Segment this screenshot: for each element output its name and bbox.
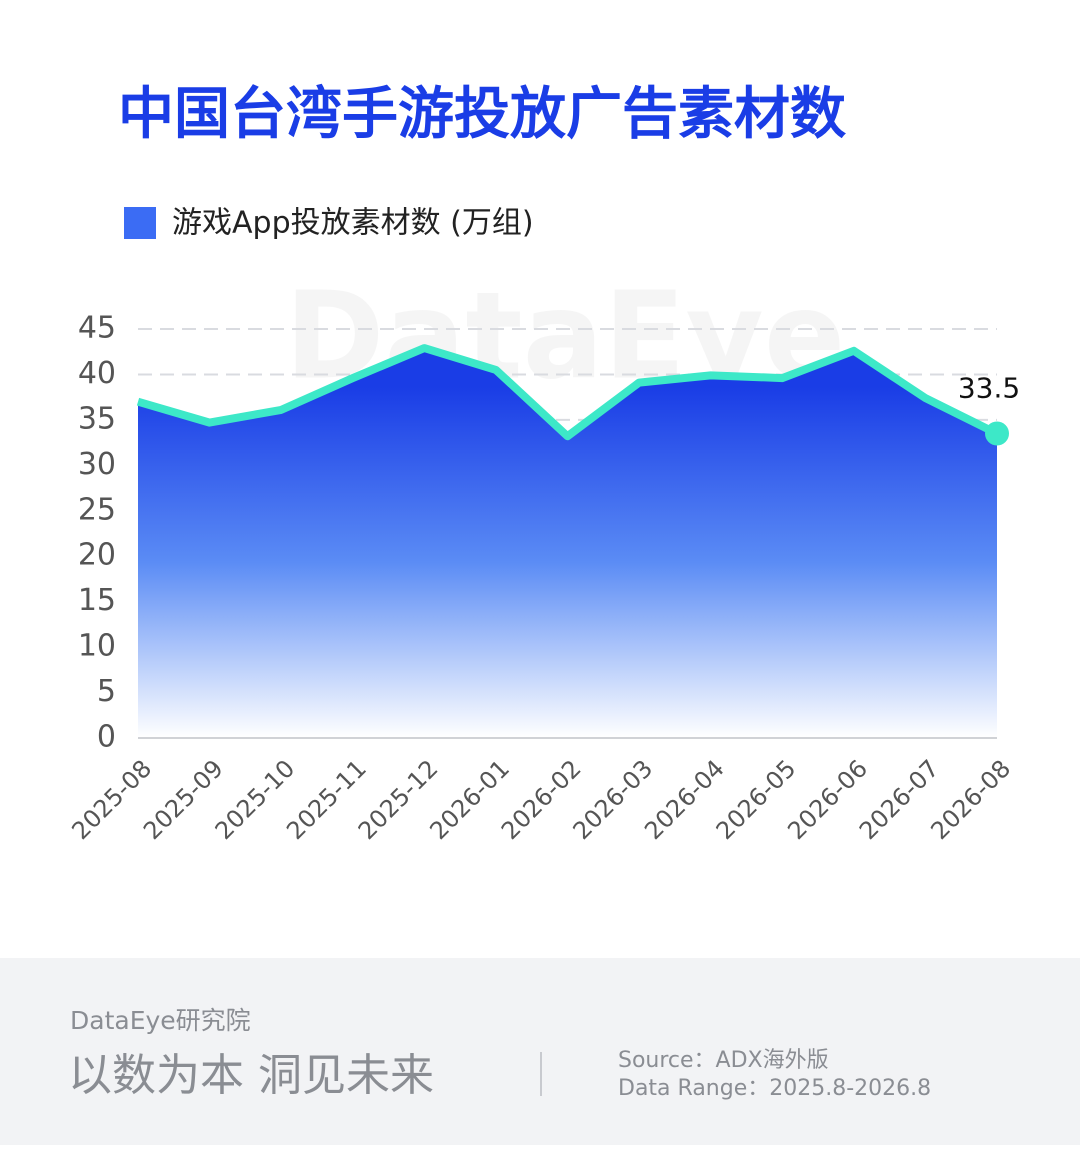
y-tick-label: 20	[78, 538, 116, 573]
y-tick-label: 30	[78, 447, 116, 482]
y-tick-label: 15	[78, 583, 116, 618]
footer-bg	[0, 958, 1080, 1145]
legend: 游戏App投放素材数 (万组)	[124, 206, 534, 241]
footer-brand: DataEye研究院	[70, 1006, 251, 1035]
y-tick-label: 35	[78, 401, 116, 436]
legend-swatch	[124, 207, 156, 239]
line	[136, 344, 999, 441]
y-tick-label: 5	[97, 674, 116, 709]
footer-range: Data Range：2025.8-2026.8	[618, 1076, 931, 1101]
y-tick-label: 45	[78, 311, 116, 346]
y-tick-label: 10	[78, 629, 116, 664]
data-label: 33.5	[958, 372, 1020, 405]
area	[138, 348, 997, 738]
y-tick-label: 40	[78, 356, 116, 391]
footer-slogan: 以数为本 洞见未来	[68, 1050, 434, 1101]
y-tick-label: 0	[97, 720, 116, 755]
legend-label: 游戏App投放素材数 (万组)	[172, 206, 534, 241]
chart-title: 中国台湾手游投放广告素材数	[118, 82, 846, 147]
y-tick-label: 25	[78, 492, 116, 527]
footer-source: Source：ADX海外版	[618, 1048, 829, 1073]
end-marker	[985, 421, 1009, 446]
